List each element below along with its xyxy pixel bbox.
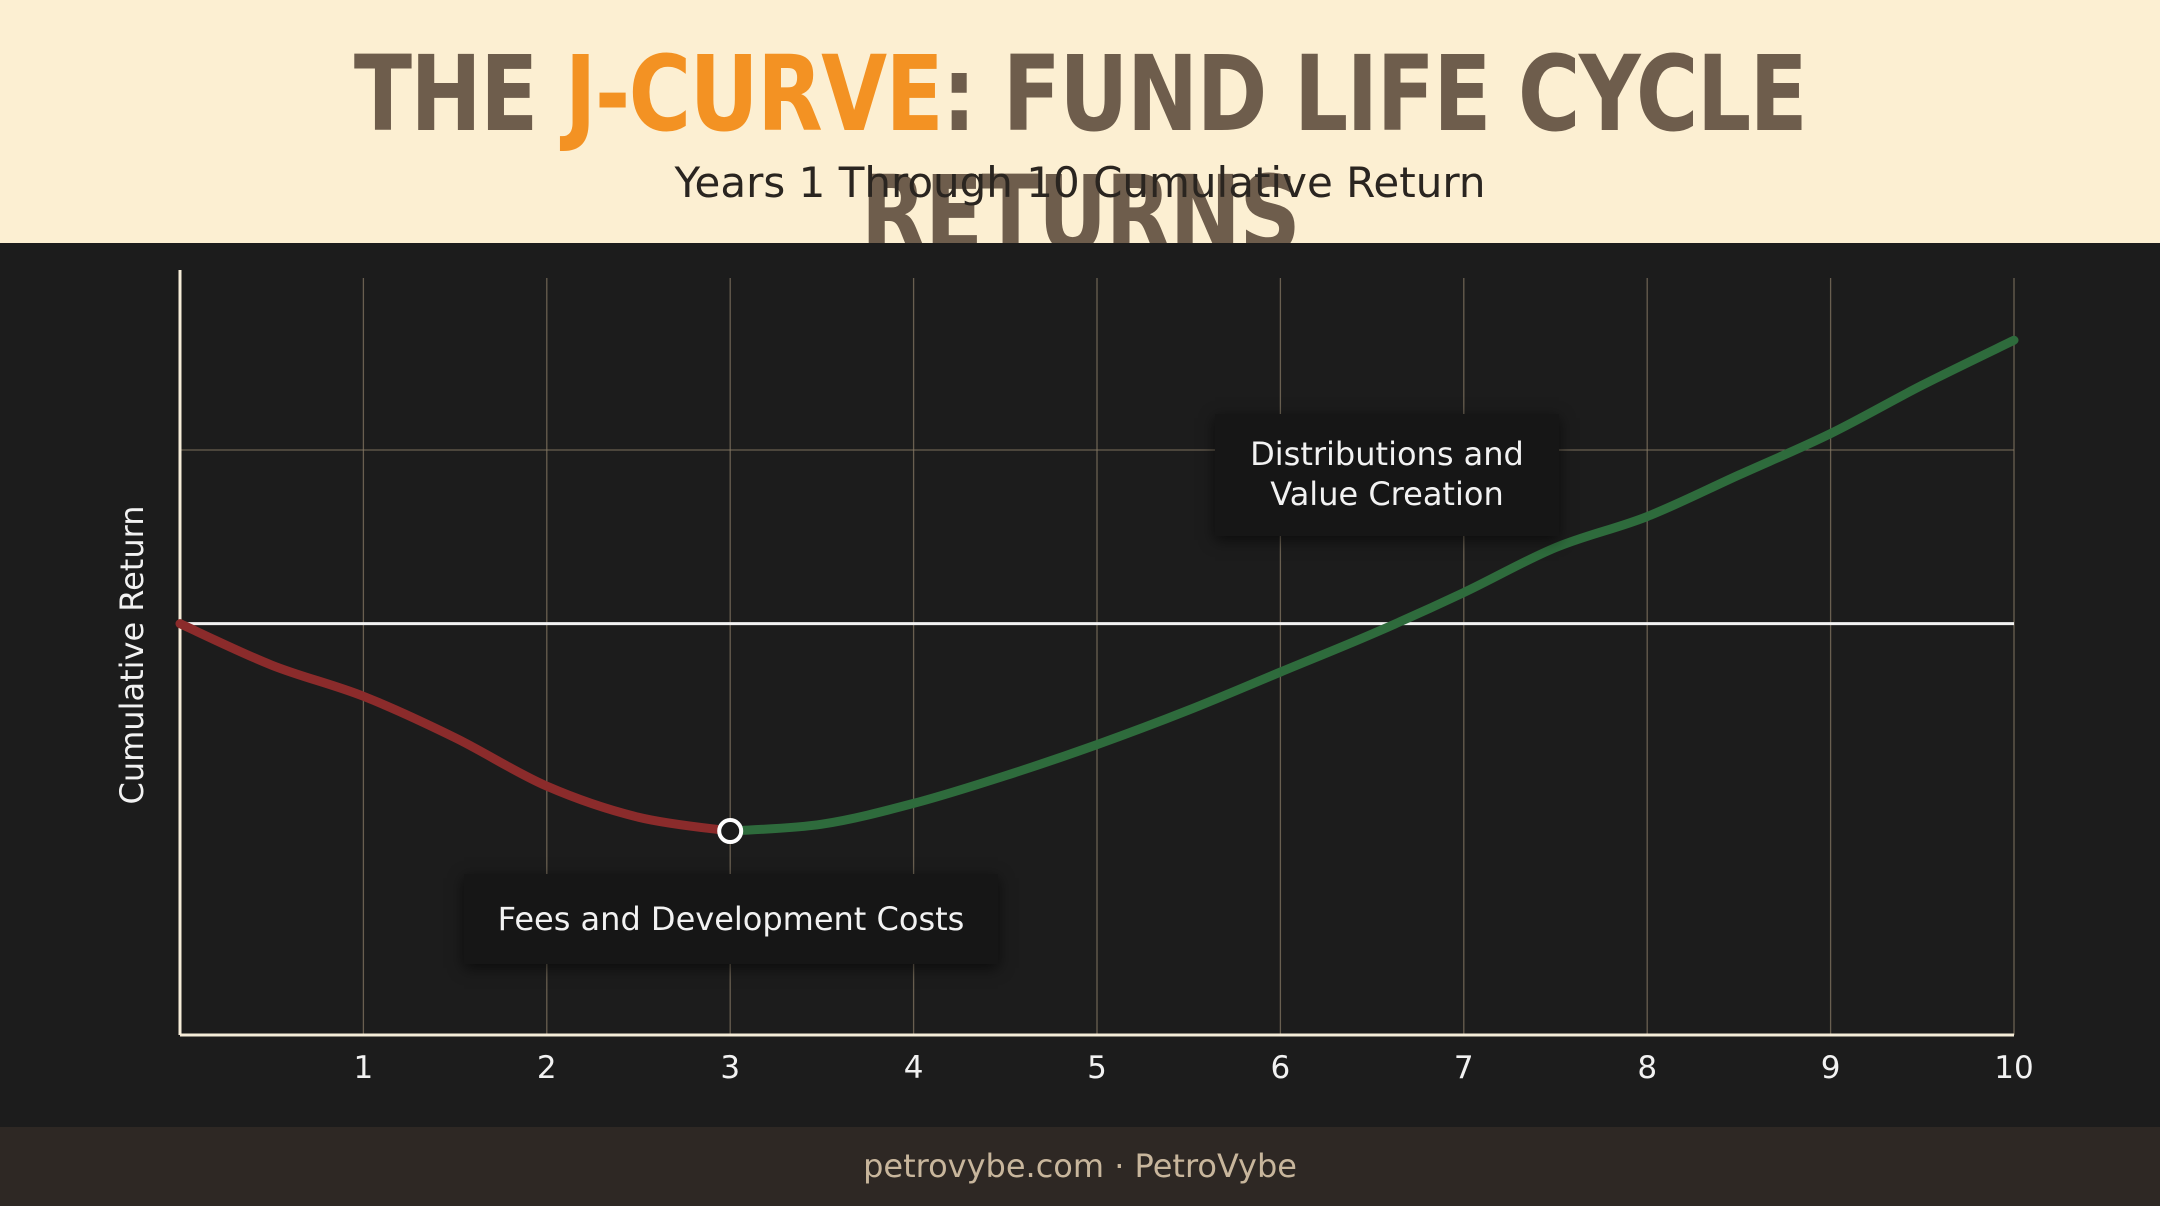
x-tick-label-8: 8 bbox=[1637, 1050, 1657, 1086]
x-tick-label-7: 7 bbox=[1454, 1050, 1474, 1086]
x-tick-label-1: 1 bbox=[354, 1050, 374, 1086]
title-part-1: THE bbox=[353, 33, 565, 155]
x-tick-label-6: 6 bbox=[1271, 1050, 1291, 1086]
chart-svg: 1 2 3 4 5 6 7 8 9 10 bbox=[175, 270, 2034, 1086]
title-accent: J-CURVE bbox=[564, 33, 944, 155]
x-tick-label-5: 5 bbox=[1087, 1050, 1107, 1086]
header-banner: THE J-CURVE: FUND LIFE CYCLE RETURNS Yea… bbox=[0, 0, 2160, 274]
footer-text: petrovybe.com · PetroVybe bbox=[863, 1147, 1297, 1185]
annotation-fees: Fees and Development Costs bbox=[464, 874, 998, 964]
series-line-negative bbox=[175, 619, 735, 836]
title-part-2: : FUND LIFE CYCLE RETURNS bbox=[860, 33, 1808, 275]
x-tick-label-2: 2 bbox=[537, 1050, 557, 1086]
chart-title: THE J-CURVE: FUND LIFE CYCLE RETURNS bbox=[194, 34, 1965, 274]
chart-area: 1 2 3 4 5 6 7 8 9 10 Cumulative Return Fees and D… bbox=[0, 243, 2160, 1127]
x-tick-label-3: 3 bbox=[720, 1050, 740, 1086]
y-axis-label: Cumulative Return bbox=[113, 505, 151, 805]
footer: petrovybe.com · PetroVybe bbox=[0, 1127, 2160, 1206]
trough-marker bbox=[717, 818, 744, 845]
series-line-positive bbox=[725, 335, 2019, 836]
x-tick-label-10: 10 bbox=[1994, 1050, 2033, 1086]
x-tick-label-9: 9 bbox=[1821, 1050, 1841, 1086]
annotation-distributions: Distributions and Value Creation bbox=[1215, 414, 1559, 536]
x-tick-label-4: 4 bbox=[904, 1050, 924, 1086]
chart-subtitle: Years 1 Through 10 Cumulative Return bbox=[674, 158, 1486, 207]
